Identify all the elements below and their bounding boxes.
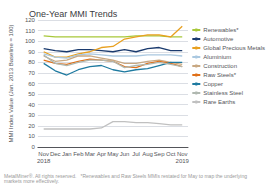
svg-text:120: 120 [24, 17, 35, 23]
svg-text:Jan: Jan [62, 151, 72, 157]
svg-text:30: 30 [28, 112, 35, 118]
svg-text:100: 100 [25, 38, 36, 44]
svg-text:40: 40 [28, 102, 35, 108]
svg-text:Construction: Construction [203, 63, 237, 69]
svg-text:Sep: Sep [154, 151, 165, 157]
svg-text:Jul: Jul [132, 151, 140, 157]
svg-text:markets more effectively.: markets more effectively. [4, 178, 59, 184]
svg-text:110: 110 [25, 28, 35, 34]
svg-text:Global Precious Metals: Global Precious Metals [203, 45, 265, 51]
svg-text:70: 70 [28, 70, 35, 76]
svg-text:Mar: Mar [85, 151, 95, 157]
svg-text:Apr: Apr [97, 151, 106, 157]
svg-text:Aug: Aug [142, 151, 153, 157]
svg-text:One-Year MMI Trends: One-Year MMI Trends [29, 9, 118, 19]
svg-text:Nov: Nov [38, 151, 49, 157]
svg-text:0: 0 [32, 144, 36, 150]
svg-text:Nov: Nov [177, 151, 188, 157]
svg-text:Renewables*: Renewables* [203, 27, 239, 33]
svg-text:20: 20 [28, 123, 35, 129]
svg-text:Dec: Dec [50, 151, 61, 157]
svg-text:Oct: Oct [166, 151, 176, 157]
svg-text:60: 60 [28, 81, 35, 87]
svg-text:80: 80 [28, 59, 35, 65]
svg-text:90: 90 [28, 49, 35, 55]
svg-text:Rare Earths: Rare Earths [203, 99, 235, 105]
svg-text:May: May [107, 151, 118, 157]
svg-text:2018: 2018 [37, 158, 51, 164]
svg-text:Raw Steels*: Raw Steels* [203, 72, 236, 78]
svg-text:MMI Index Value (Jan. 2013 Bas: MMI Index Value (Jan. 2013 Baseline = 10… [8, 24, 14, 142]
svg-text:Copper: Copper [203, 81, 223, 87]
svg-text:MetalMiner®. All rights reserv: MetalMiner®. All rights reserved. *Renew… [4, 172, 249, 179]
svg-text:Stainless Steel: Stainless Steel [203, 90, 243, 96]
svg-text:50: 50 [28, 91, 35, 97]
svg-text:Automotive: Automotive [203, 36, 234, 42]
svg-text:2019: 2019 [176, 158, 190, 164]
svg-text:Feb: Feb [73, 151, 84, 157]
svg-text:Jun: Jun [120, 151, 130, 157]
svg-text:Aluminium: Aluminium [203, 54, 231, 60]
svg-text:10: 10 [28, 133, 35, 139]
